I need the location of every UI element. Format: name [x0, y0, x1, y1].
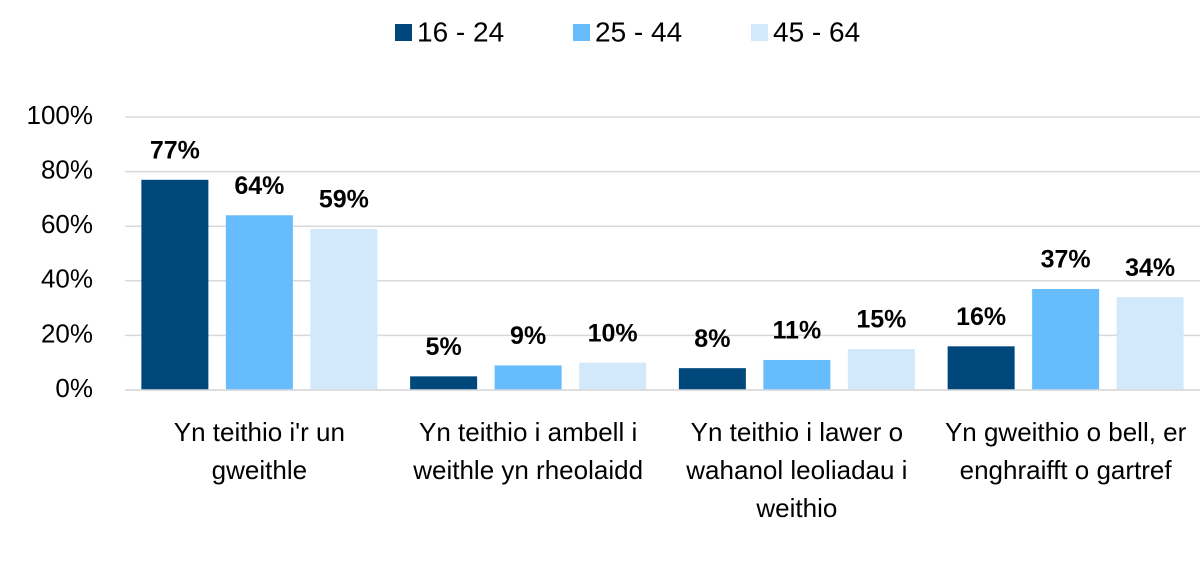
bar [1116, 297, 1184, 390]
data-label: 10% [588, 319, 638, 347]
y-tick-label: 100% [27, 100, 94, 130]
data-label: 9% [510, 322, 546, 350]
bar [225, 215, 293, 390]
legend-swatch [751, 24, 768, 41]
bar [410, 376, 478, 390]
legend-label: 45 - 64 [773, 16, 860, 47]
y-tick-label: 20% [41, 318, 93, 348]
bar [847, 349, 915, 390]
data-label: 15% [856, 306, 906, 334]
data-label: 11% [773, 317, 822, 345]
bar [1032, 288, 1100, 390]
legend-swatch [573, 24, 590, 41]
x-tick-label: Yn teithio i lawer o wahanol leoliadau i… [686, 417, 908, 523]
data-label: 5% [426, 333, 462, 361]
y-tick-label: 40% [41, 264, 93, 294]
y-tick-label: 80% [41, 154, 93, 184]
bar [141, 179, 209, 390]
legend-swatch [395, 24, 412, 41]
y-tick-label: 0% [55, 373, 93, 403]
data-label: 8% [694, 325, 730, 353]
bar [678, 368, 746, 390]
bar [310, 228, 378, 390]
bar [494, 365, 562, 390]
y-tick-label: 60% [41, 209, 93, 239]
data-label: 64% [234, 172, 284, 200]
x-tick-label: Yn gweithio o bell, er enghraifft o gart… [944, 417, 1187, 485]
bar [579, 362, 647, 390]
x-tick-label: Yn teithio i'r un gweithle [173, 417, 345, 485]
legend-label: 25 - 44 [595, 16, 682, 47]
data-label: 37% [1041, 246, 1091, 274]
bar [947, 346, 1015, 390]
legend-label: 16 - 24 [417, 16, 504, 47]
data-label: 59% [319, 186, 369, 214]
data-label: 34% [1125, 254, 1175, 282]
data-label: 77% [150, 136, 200, 164]
x-tick-label: Yn teithio i ambell i weithle yn rheolai… [413, 417, 644, 485]
data-label: 16% [956, 303, 1006, 331]
bar [763, 359, 831, 390]
